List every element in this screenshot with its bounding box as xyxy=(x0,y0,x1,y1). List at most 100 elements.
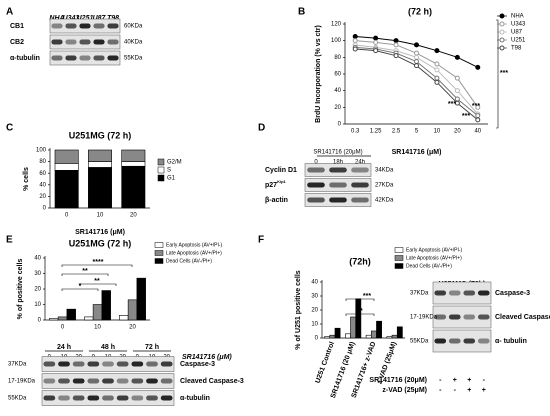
panel-label: E xyxy=(6,235,13,246)
blot-strip xyxy=(432,305,492,329)
x-tick-label: 20 xyxy=(129,325,136,331)
row-label: p27Kip1 xyxy=(265,179,287,189)
legend-label: S xyxy=(167,168,171,174)
x-tick-label: 40 xyxy=(474,129,481,135)
lane-label: 18h xyxy=(333,160,343,166)
y-tick-label: 10 xyxy=(34,302,41,308)
y-axis-label: % cells xyxy=(23,167,30,191)
significance-bracket xyxy=(61,288,99,291)
lane-label: 0 xyxy=(314,160,318,166)
x-axis-label: SR141716 (μM) xyxy=(392,149,442,156)
point xyxy=(475,104,481,110)
x-tick-label: 10 xyxy=(434,129,441,135)
blot-band xyxy=(87,361,100,367)
bar xyxy=(370,330,377,339)
blot-band xyxy=(93,39,105,45)
blot-band xyxy=(131,395,144,401)
annotation: ** xyxy=(357,308,363,315)
blot-band xyxy=(329,182,347,188)
annotation: *** xyxy=(462,113,470,120)
blot-band xyxy=(146,361,158,367)
point xyxy=(414,63,419,69)
blot-band xyxy=(307,197,325,203)
point xyxy=(352,38,358,44)
blot-band xyxy=(434,314,447,320)
blot-band xyxy=(51,55,63,61)
point xyxy=(434,79,440,85)
bar xyxy=(66,308,76,321)
blot-band xyxy=(477,338,490,344)
blot-strip xyxy=(41,356,175,372)
y-axis-label: BrdU Incorporation (% vs ctr) xyxy=(315,25,322,123)
treatment-label: SR141716 (20μM) xyxy=(369,377,427,384)
legend-swatch xyxy=(157,166,165,174)
legend-label: Late Apoptosis (AV+/PI+) xyxy=(166,250,222,256)
legend-label: U87 xyxy=(511,30,523,36)
row-label: Cyclin D1 xyxy=(265,167,297,174)
bar xyxy=(334,327,341,339)
blot-band xyxy=(434,290,447,296)
bar xyxy=(350,316,357,339)
blot-band xyxy=(51,39,63,45)
chart-title: (72 h) xyxy=(408,6,432,16)
bar-segment xyxy=(121,165,146,209)
point xyxy=(373,48,379,54)
bar xyxy=(84,316,94,321)
blot-band xyxy=(58,361,70,367)
point xyxy=(393,53,399,59)
blot-band xyxy=(131,361,144,367)
point xyxy=(414,59,419,64)
blot-band xyxy=(72,361,85,367)
blot-band xyxy=(93,23,105,29)
annotation: ** xyxy=(82,268,88,275)
blot-band xyxy=(351,167,369,173)
legend-label: Dead Cells (AV-/PI+) xyxy=(406,263,452,269)
blot-band xyxy=(79,23,91,29)
blot-band xyxy=(463,314,476,320)
annotation: **** xyxy=(93,259,104,266)
size-label: 27KDa xyxy=(375,183,394,189)
y-tick-label: 100 xyxy=(36,148,47,154)
blot-band xyxy=(160,395,173,401)
treatment-sign: - xyxy=(454,387,457,394)
panel-label: B xyxy=(298,7,305,18)
point xyxy=(352,46,358,52)
x-tick-label: SR141716+ z-VAD xyxy=(351,341,378,399)
y-tick-label: 30 xyxy=(34,271,41,277)
legend-label: T98 xyxy=(511,46,522,52)
blot-group: 24 h xyxy=(57,344,71,351)
blot-band xyxy=(477,314,490,320)
blot-band xyxy=(146,395,158,401)
y-tick-label: 0 xyxy=(38,318,42,324)
legend-swatch xyxy=(157,174,165,182)
bar xyxy=(92,304,103,321)
y-tick-label: 10 xyxy=(311,322,318,328)
significance-bracket xyxy=(345,313,375,316)
legend-marker xyxy=(499,29,505,35)
bar xyxy=(57,316,68,321)
point xyxy=(393,38,399,44)
legend-label: NHA xyxy=(511,14,524,20)
significance-bracket xyxy=(61,273,109,276)
point xyxy=(373,39,379,45)
point xyxy=(434,67,440,73)
bar xyxy=(376,320,382,339)
point xyxy=(475,113,481,119)
lane-label: U251 xyxy=(77,15,94,22)
blot-band xyxy=(329,197,347,203)
blot-band xyxy=(107,55,119,61)
legend-swatch xyxy=(154,250,164,256)
bar xyxy=(365,334,372,339)
y-axis-label: % of positive cells xyxy=(17,259,24,320)
annotation: *** xyxy=(363,293,371,300)
point xyxy=(454,54,460,60)
blot-band xyxy=(146,378,158,384)
blot-band xyxy=(448,290,461,296)
lane-label: T98 xyxy=(107,15,119,22)
blot-band xyxy=(160,361,173,367)
bar xyxy=(136,277,146,321)
point xyxy=(475,117,481,123)
treatment-label: z-VAD (25μM) xyxy=(382,387,427,394)
